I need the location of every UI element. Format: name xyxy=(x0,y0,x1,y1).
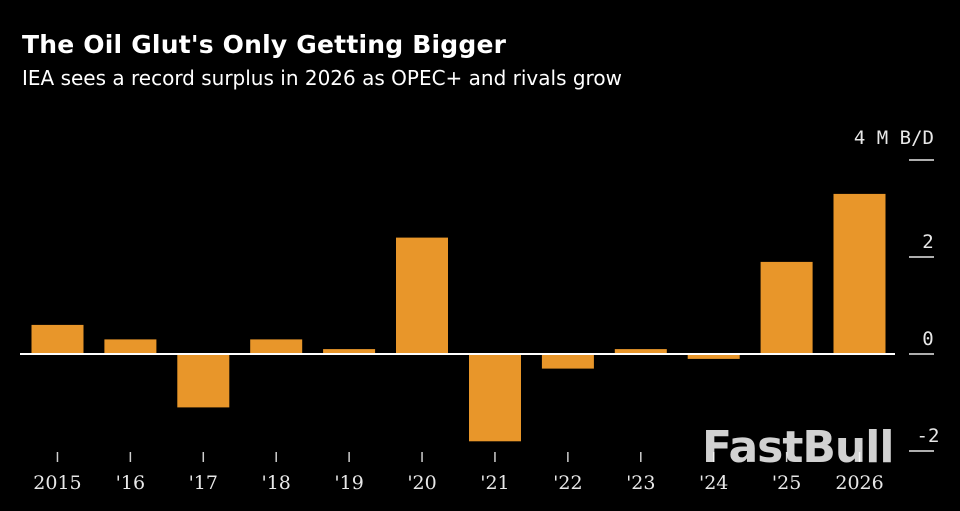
x-tick-label: '16 xyxy=(116,472,145,494)
x-tick-label: '21 xyxy=(480,472,509,494)
chart-title: The Oil Glut's Only Getting Bigger xyxy=(22,30,507,59)
x-tick-label: '24 xyxy=(699,472,728,494)
bar-2026 xyxy=(833,193,886,354)
x-tick-label: '20 xyxy=(407,472,436,494)
x-tick-label: '25 xyxy=(772,472,801,494)
bar-20 xyxy=(396,237,448,354)
bar-19 xyxy=(323,349,376,354)
chart-subtitle: IEA sees a record surplus in 2026 as OPE… xyxy=(22,66,622,90)
x-tick-label: 2015 xyxy=(33,472,81,494)
x-tick-label: '17 xyxy=(189,472,218,494)
bar-17 xyxy=(177,354,230,408)
y-tick-label: -2 xyxy=(917,425,940,447)
x-tick-label: '18 xyxy=(262,472,291,494)
bar-21 xyxy=(469,354,521,442)
bar-24 xyxy=(687,354,740,359)
y-tick-label: 0 xyxy=(922,328,933,350)
y-tick-label: 2 xyxy=(922,231,933,253)
bar-25 xyxy=(760,261,813,354)
bar-16 xyxy=(104,339,157,354)
y-axis-unit-label: 4 M B/D xyxy=(853,127,934,149)
bar-2015 xyxy=(31,324,84,354)
x-tick-label: '23 xyxy=(626,472,655,494)
bar-23 xyxy=(614,349,667,354)
x-tick-label: '22 xyxy=(553,472,582,494)
bar-22 xyxy=(541,354,594,369)
x-tick-label: 2026 xyxy=(835,472,883,494)
bar-18 xyxy=(250,339,303,354)
fastbull-watermark: FastBull xyxy=(702,422,894,473)
x-tick-label: '19 xyxy=(334,472,363,494)
